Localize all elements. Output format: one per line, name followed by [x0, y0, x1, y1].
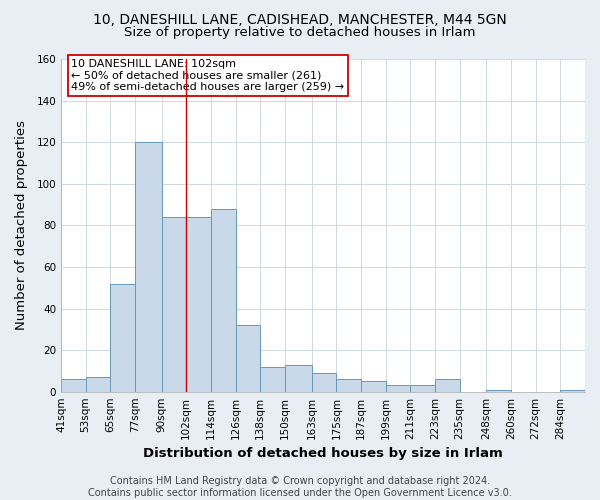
Bar	[487, 390, 511, 392]
Bar	[161, 217, 187, 392]
Bar	[560, 390, 585, 392]
Bar	[86, 377, 110, 392]
Bar	[260, 366, 285, 392]
Bar	[110, 284, 135, 392]
Bar	[410, 386, 435, 392]
Bar	[337, 379, 361, 392]
Text: Size of property relative to detached houses in Irlam: Size of property relative to detached ho…	[124, 26, 476, 39]
Text: Contains HM Land Registry data © Crown copyright and database right 2024.
Contai: Contains HM Land Registry data © Crown c…	[88, 476, 512, 498]
Bar	[135, 142, 161, 392]
Bar	[236, 325, 260, 392]
X-axis label: Distribution of detached houses by size in Irlam: Distribution of detached houses by size …	[143, 447, 503, 460]
Text: 10, DANESHILL LANE, CADISHEAD, MANCHESTER, M44 5GN: 10, DANESHILL LANE, CADISHEAD, MANCHESTE…	[93, 12, 507, 26]
Bar	[386, 386, 410, 392]
Bar	[211, 208, 236, 392]
Text: 10 DANESHILL LANE: 102sqm
← 50% of detached houses are smaller (261)
49% of semi: 10 DANESHILL LANE: 102sqm ← 50% of detac…	[71, 59, 344, 92]
Bar	[435, 379, 460, 392]
Bar	[187, 217, 211, 392]
Bar	[361, 382, 386, 392]
Y-axis label: Number of detached properties: Number of detached properties	[15, 120, 28, 330]
Bar	[311, 373, 337, 392]
Bar	[285, 364, 311, 392]
Bar	[61, 379, 86, 392]
